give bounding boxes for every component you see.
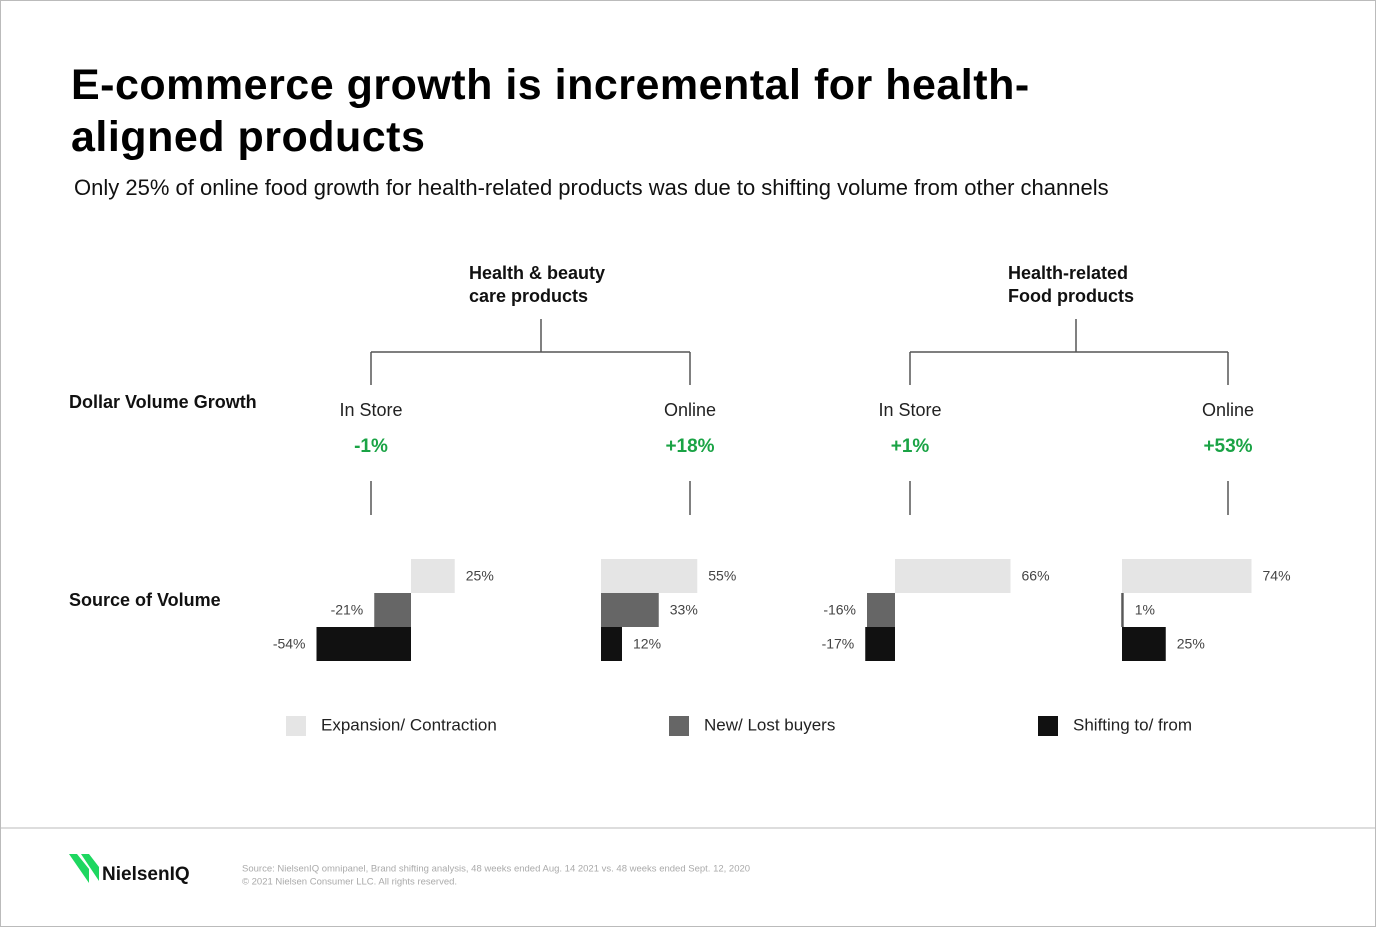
channel-name: Online — [1202, 400, 1254, 420]
value-label: -54% — [273, 636, 306, 652]
growth-value: -1% — [354, 436, 388, 457]
row-label: Dollar Volume Growth — [69, 392, 257, 412]
legend-swatch — [1038, 716, 1058, 736]
subtitle: Only 25% of online food growth for healt… — [74, 175, 1109, 200]
legend-label: Shifting to/ from — [1073, 715, 1192, 734]
title: E-commerce growth is incremental for hea… — [71, 61, 1030, 161]
bar — [601, 627, 622, 661]
value-label: 33% — [670, 602, 698, 618]
bar — [601, 559, 698, 593]
value-label: -17% — [822, 636, 855, 652]
bar — [1122, 593, 1124, 627]
value-label: 25% — [466, 568, 494, 584]
channel-name: In Store — [878, 400, 941, 420]
growth-value: +18% — [665, 436, 714, 457]
value-label: 25% — [1177, 636, 1205, 652]
bar — [374, 593, 411, 627]
bar — [601, 593, 659, 627]
value-label: -21% — [331, 602, 364, 618]
logo-mark — [69, 854, 99, 883]
value-label: -16% — [823, 602, 856, 618]
legend-swatch — [669, 716, 689, 736]
value-label: 1% — [1135, 602, 1155, 618]
legend-label: Expansion/ Contraction — [321, 715, 497, 734]
legend-label: New/ Lost buyers — [704, 715, 835, 734]
bar — [1122, 559, 1252, 593]
group-title: Health-related Food products — [1008, 263, 1134, 306]
source-note: Source: NielsenIQ omnipanel, Brand shift… — [242, 864, 750, 875]
copyright: © 2021 Nielsen Consumer LLC. All rights … — [242, 877, 457, 888]
bar — [895, 559, 1011, 593]
row-label: Source of Volume — [69, 590, 221, 610]
value-label: 74% — [1263, 568, 1291, 584]
value-label: 55% — [708, 568, 736, 584]
bar — [867, 593, 895, 627]
value-label: 12% — [633, 636, 661, 652]
value-label: 66% — [1022, 568, 1050, 584]
channel-name: Online — [664, 400, 716, 420]
channel-name: In Store — [339, 400, 402, 420]
bar — [1122, 627, 1166, 661]
growth-value: +1% — [891, 436, 930, 457]
brand: NielsenIQ — [102, 864, 190, 885]
bar — [316, 627, 411, 661]
legend-swatch — [286, 716, 306, 736]
growth-value: +53% — [1203, 436, 1252, 457]
group-title: Health & beauty care products — [469, 263, 605, 306]
bar — [411, 559, 455, 593]
bar — [865, 627, 895, 661]
